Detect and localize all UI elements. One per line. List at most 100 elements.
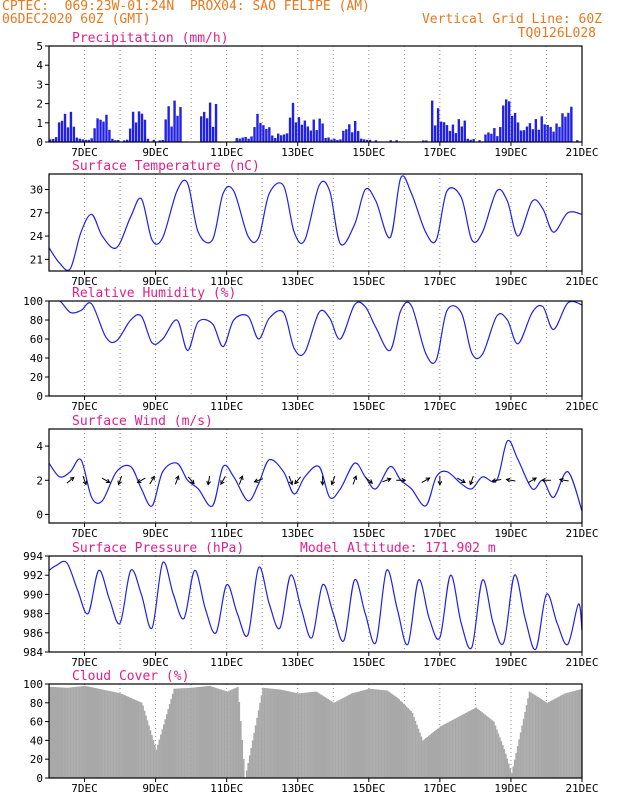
precip-bar	[422, 140, 425, 142]
panel-subtitle: Model Altitude: 171.902 m	[300, 541, 496, 556]
wind-arrow-head	[220, 480, 225, 486]
cloud-bar	[462, 714, 464, 778]
cloud-bar	[314, 691, 316, 778]
precip-bar	[493, 128, 496, 142]
wind-arrow-shaft	[118, 475, 123, 485]
cloud-bar	[494, 725, 497, 778]
cloud-bar	[54, 687, 57, 778]
cloud-bar	[346, 695, 349, 778]
precip-bar	[499, 127, 502, 142]
cloud-bar	[539, 698, 541, 778]
cloud-bar	[121, 694, 124, 778]
cloud-bar	[167, 709, 170, 778]
cloud-bar	[220, 689, 223, 778]
cloud-bar	[328, 699, 331, 778]
cloud-bar	[349, 694, 352, 778]
cloud-bar	[472, 709, 475, 778]
cloud-bar	[262, 687, 264, 778]
cloud-bar	[211, 686, 214, 778]
cloud-bar	[115, 692, 118, 778]
precip-bar	[460, 126, 463, 142]
precip-bar	[303, 120, 307, 142]
cloud-bar	[373, 689, 375, 778]
cloud-bar	[333, 702, 335, 778]
precip-bar	[351, 132, 354, 142]
cloud-bar	[287, 691, 289, 778]
y-tick-label: 60	[30, 716, 43, 729]
cloud-bar	[371, 689, 374, 778]
precip-bar	[306, 126, 310, 142]
cloud-bar	[80, 686, 82, 778]
cloud-bar	[223, 690, 226, 778]
wind-arrow	[149, 475, 155, 485]
cloud-bar	[217, 688, 220, 778]
precip-bar	[487, 132, 490, 142]
cloud-bar	[303, 692, 306, 778]
cloud-bar	[266, 688, 269, 778]
wind-arrow-head	[82, 480, 88, 486]
x-tick-label: 17DEC	[423, 146, 456, 159]
x-tick-label: 13DEC	[281, 400, 314, 413]
y-tick-label: 0	[36, 390, 43, 403]
wind-arrow-shaft	[149, 476, 155, 485]
cloud-bar	[277, 689, 279, 778]
precip-bar	[345, 129, 348, 142]
precip-bar	[268, 127, 271, 142]
precip-bar	[170, 126, 173, 142]
cloud-bar	[513, 759, 516, 778]
precip-bar	[291, 102, 295, 142]
wind-arrow-shaft	[492, 478, 502, 482]
cloud-bar	[330, 700, 332, 778]
precip-bar	[158, 140, 161, 142]
cloud-bar	[340, 698, 343, 778]
wind-arrow	[294, 476, 302, 485]
wind-arrow-head	[320, 481, 325, 486]
y-tick-label: 30	[30, 184, 43, 197]
cloud-bar	[94, 688, 97, 778]
y-tick-label: 40	[30, 352, 43, 365]
precip-bar	[60, 120, 64, 142]
cloud-bar	[395, 696, 398, 778]
precip-bar	[430, 100, 434, 142]
precip-bar	[164, 119, 167, 142]
cloud-bar	[377, 689, 380, 778]
cloud-bar	[454, 718, 457, 778]
panel-frame	[48, 45, 583, 143]
precip-bar	[57, 122, 61, 142]
precip-bar	[454, 133, 458, 142]
cloud-bar	[337, 700, 340, 778]
precip-bar	[288, 117, 292, 142]
precip-bar	[161, 139, 164, 142]
precip-bar	[211, 126, 215, 142]
precip-bar	[436, 108, 440, 142]
cloud-bar	[247, 762, 249, 778]
precip-bar	[96, 118, 99, 142]
wind-arrow	[206, 475, 212, 486]
cloud-bar	[527, 698, 529, 778]
y-tick-label: 60	[30, 333, 43, 346]
y-tick-label: 986	[23, 627, 43, 640]
precip-bar	[505, 99, 508, 142]
precip-bar	[448, 130, 452, 142]
precip-bar	[51, 139, 55, 142]
wind-arrow-head	[69, 476, 75, 482]
precip-bar	[277, 133, 280, 142]
cloud-bar	[293, 692, 295, 778]
y-tick-label: 40	[30, 734, 43, 747]
wind-arrow	[558, 477, 569, 483]
x-tick-label: 17DEC	[423, 527, 456, 540]
precip-bar	[259, 123, 262, 142]
cloud-bar	[275, 689, 278, 778]
cloud-bar	[164, 719, 167, 778]
temp-series-line	[49, 175, 582, 271]
cloud-bar	[364, 689, 366, 778]
wind-arrow-shaft	[66, 476, 75, 484]
cloud-bar	[200, 686, 202, 778]
wind-arrow	[330, 475, 336, 486]
precip-bar	[558, 126, 561, 142]
wind-arrow-head	[253, 478, 259, 483]
precip-bar	[389, 140, 392, 142]
cloud-bar	[460, 715, 463, 778]
cloud-bar	[426, 736, 429, 778]
cloud-bar	[361, 690, 363, 778]
